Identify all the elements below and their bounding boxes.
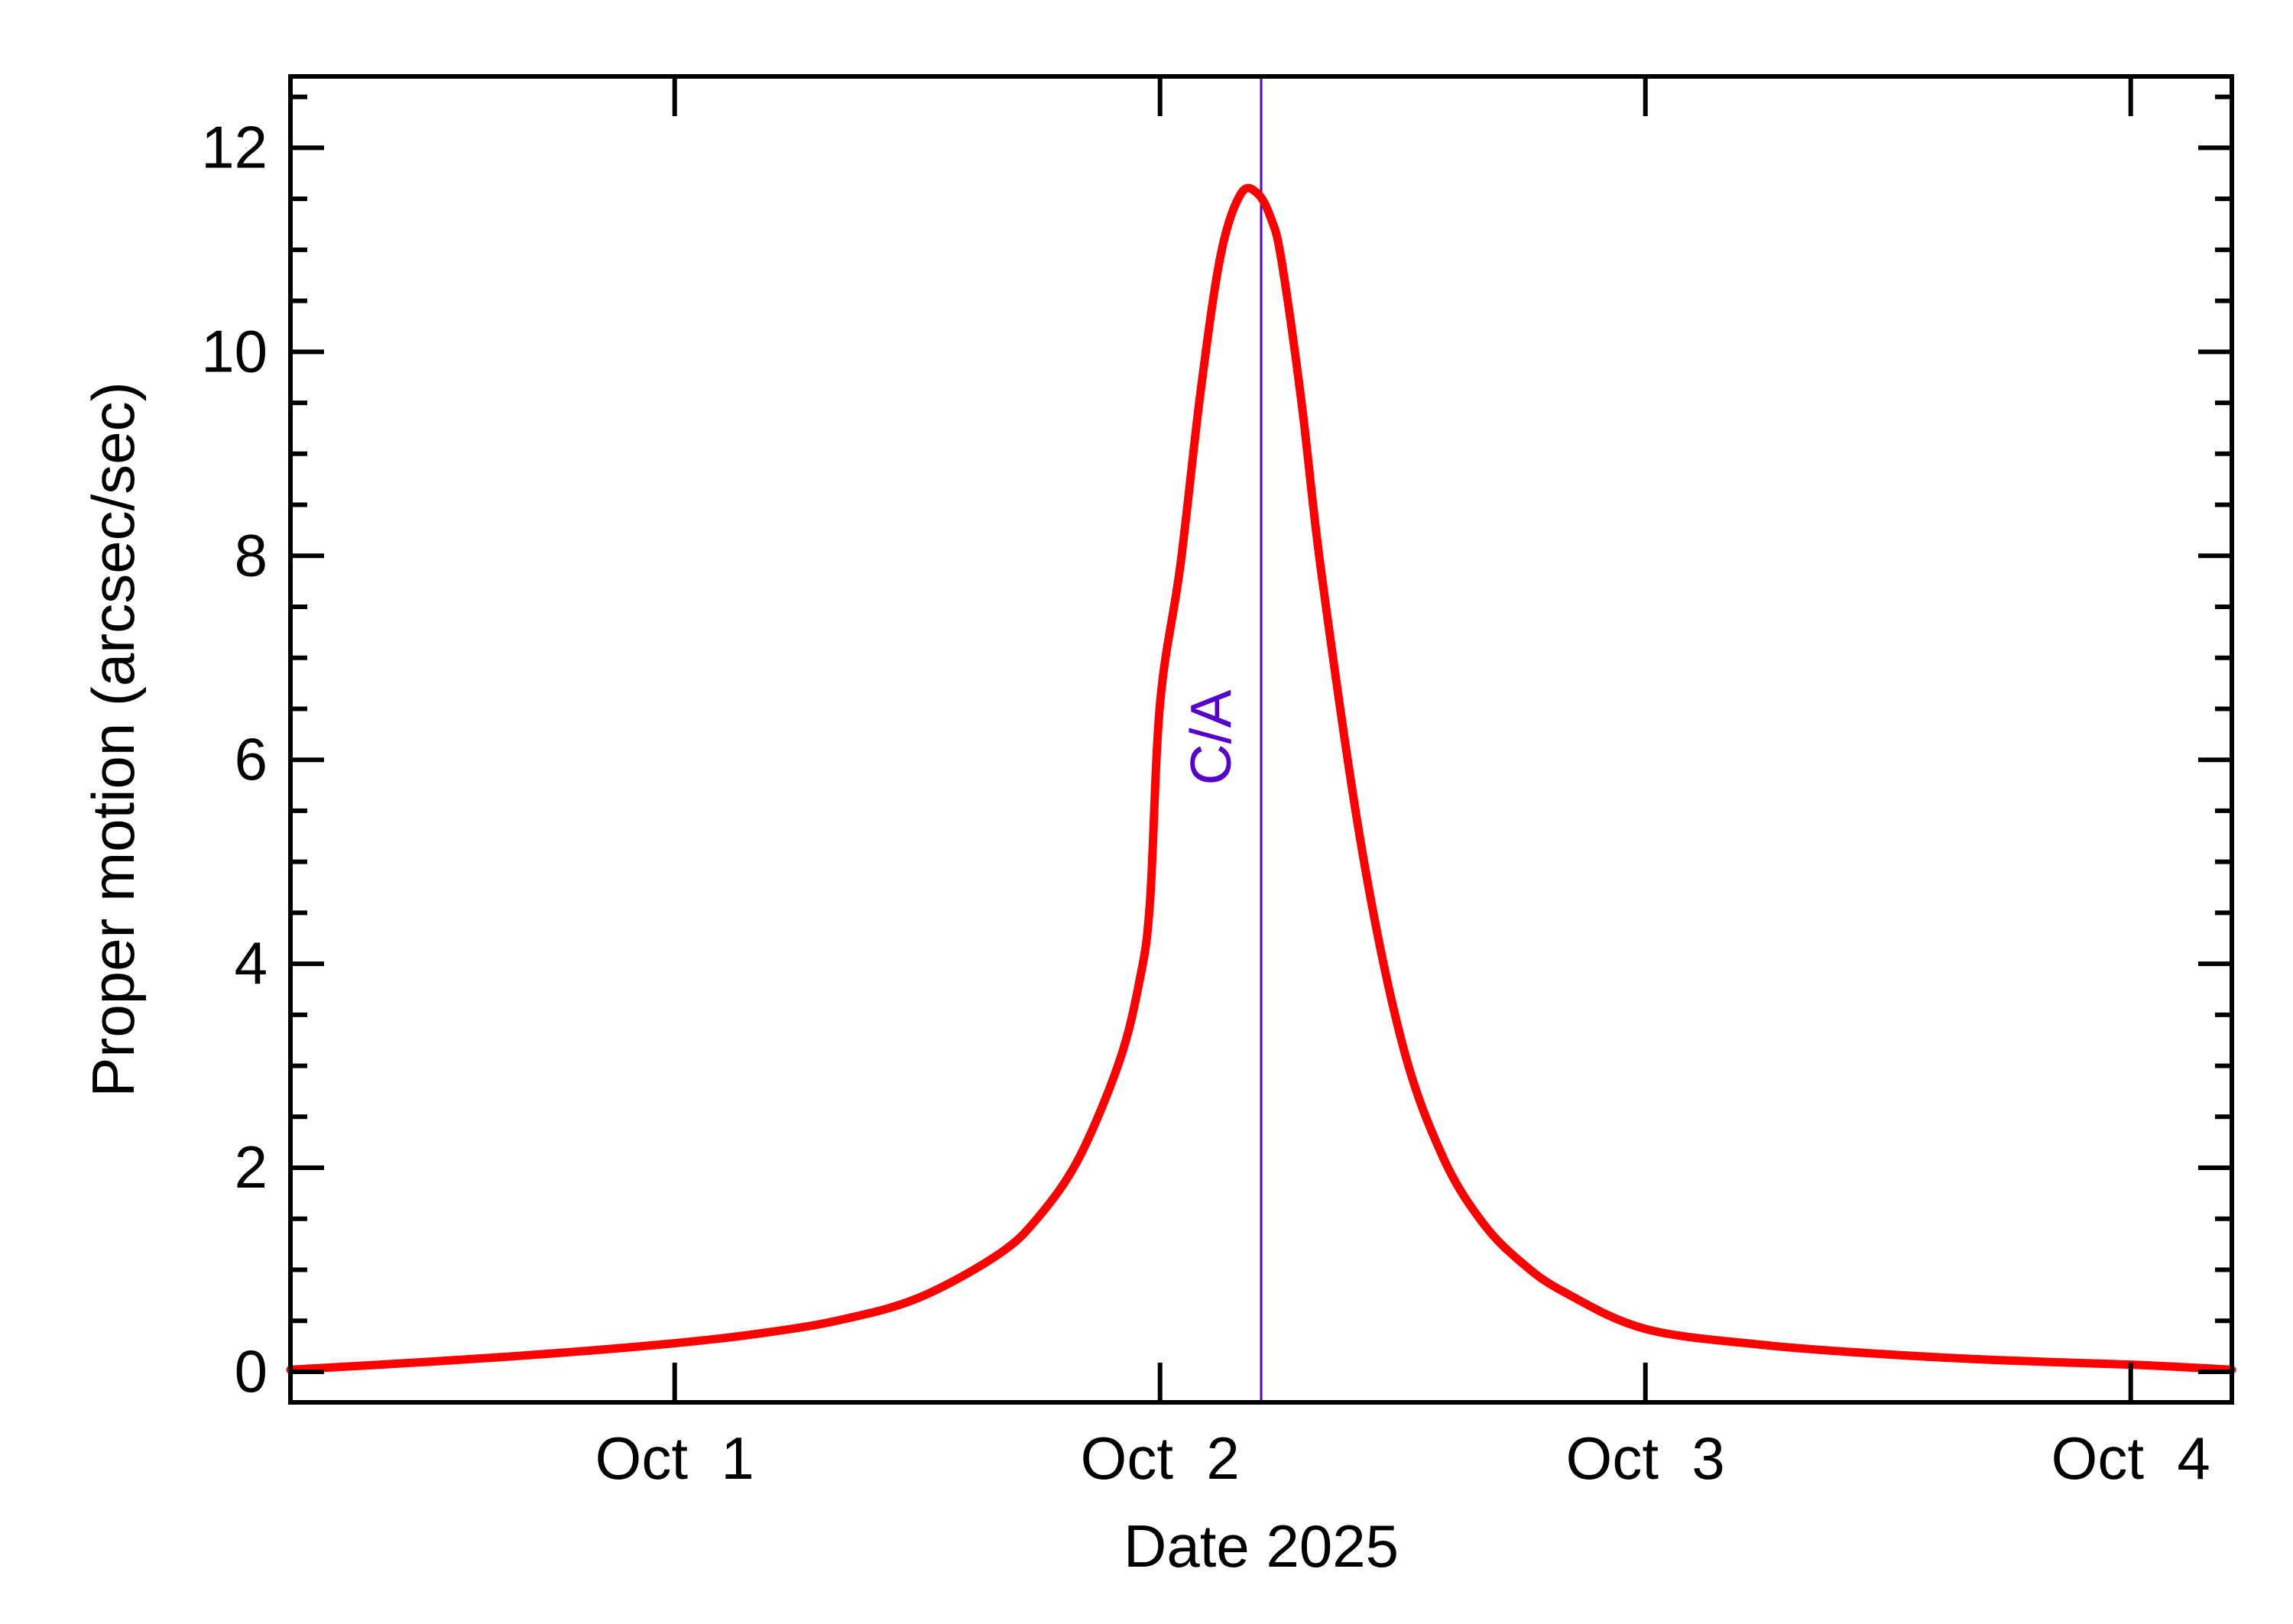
closest-approach-marker: C/A bbox=[1179, 76, 1263, 1402]
y-tick-label: 10 bbox=[201, 317, 268, 384]
y-tick-label: 0 bbox=[235, 1337, 268, 1405]
axis-ticks bbox=[290, 76, 2232, 1402]
x-tick-label: Oct 1 bbox=[595, 1425, 754, 1492]
series-line-0 bbox=[286, 183, 2236, 1374]
x-tick-label: Oct 4 bbox=[2051, 1425, 2210, 1492]
y-tick-label: 4 bbox=[235, 929, 268, 997]
x-tick-label: Oct 3 bbox=[1566, 1425, 1725, 1492]
y-tick-label: 12 bbox=[201, 113, 268, 180]
y-axis-title: Proper motion (arcsec/sec) bbox=[79, 381, 147, 1097]
y-tick-label: 6 bbox=[235, 725, 268, 793]
closest-approach-label: C/A bbox=[1179, 689, 1243, 785]
y-tick-label: 8 bbox=[235, 521, 268, 588]
plot-frame bbox=[288, 74, 2234, 1405]
y-tick-label: 2 bbox=[235, 1133, 268, 1201]
tick-labels: 0 2 4 6 8 10 12 Oct 1 Oct 2 Oct 3 Oct 4 bbox=[201, 113, 2210, 1492]
series-group bbox=[286, 183, 2236, 1374]
x-axis-title: Date 2025 bbox=[1124, 1512, 1399, 1580]
x-tick-label: Oct 2 bbox=[1081, 1425, 1240, 1492]
